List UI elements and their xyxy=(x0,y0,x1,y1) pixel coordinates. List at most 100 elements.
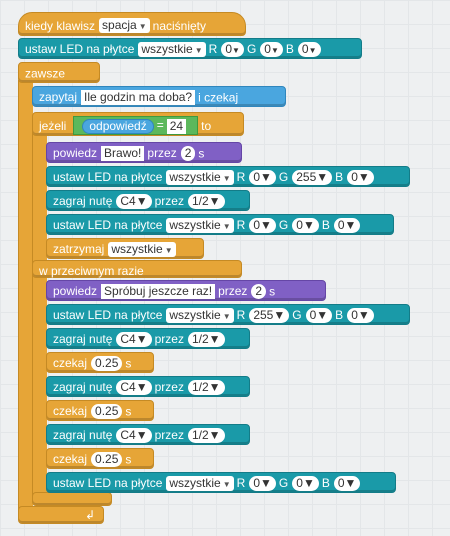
r-label: R xyxy=(236,476,246,491)
g-label: G xyxy=(278,218,289,233)
wait-block-3[interactable]: czekaj 0.25 s xyxy=(46,448,154,469)
b-input[interactable]: 0▼ xyxy=(347,308,374,324)
b-input[interactable]: 0▼ xyxy=(333,218,361,234)
note-input[interactable]: C4▼ xyxy=(116,332,152,348)
else-label-block: w przeciwnym razie xyxy=(32,260,242,278)
say-secs-input[interactable]: 2 xyxy=(180,146,196,162)
g-label: G xyxy=(278,170,289,185)
compare-value-input[interactable]: 24 xyxy=(166,118,187,134)
loop-arrow-icon: ↲ xyxy=(85,508,96,522)
triangle-down-icon: ▼ xyxy=(135,380,148,395)
wait-block-1[interactable]: czekaj 0.25 s xyxy=(46,352,154,373)
note-label: zagraj nutę xyxy=(53,428,113,443)
r-value: 0 xyxy=(253,170,261,185)
say-for-secs-block-1[interactable]: powiedz Brawo! przez 2 s xyxy=(46,142,242,163)
triangle-down-icon: ▼ xyxy=(135,428,148,443)
b-input[interactable]: 0▼ xyxy=(333,476,361,492)
say-text-input[interactable]: Brawo! xyxy=(101,146,145,162)
note-input[interactable]: C4▼ xyxy=(116,380,152,396)
question-input[interactable]: Ile godzin ma doba? xyxy=(81,90,196,106)
led-target-dropdown[interactable]: wszystkie ▼ xyxy=(166,170,234,186)
triangle-down-icon: ▼ xyxy=(273,308,286,323)
set-led-block-top[interactable]: ustaw LED na płytce wszystkie ▼ R 0▼ G 0▼ B 0▼ xyxy=(18,38,362,59)
r-input[interactable]: 0▼ xyxy=(249,218,276,234)
answer-reporter[interactable]: odpowiedź xyxy=(82,118,154,134)
r-input[interactable]: 255▼ xyxy=(249,308,290,324)
say-secs-input[interactable]: 2 xyxy=(251,284,267,300)
play-note-block-4[interactable]: zagraj nutę C4▼ przez 1/2▼ xyxy=(46,424,250,445)
g-label: G xyxy=(246,42,257,57)
say-label: powiedz xyxy=(53,284,98,299)
when-key-pressed-block[interactable]: kiedy klawisz spacja ▼ naciśnięty xyxy=(18,12,246,36)
if-then-label: to xyxy=(201,118,212,133)
led-target-dropdown[interactable]: wszystkie ▼ xyxy=(166,218,234,234)
g-input[interactable]: 0▼ xyxy=(260,42,283,58)
b-value: 0 xyxy=(301,42,309,57)
say-text-input[interactable]: Spróbuj jeszcze raz! xyxy=(101,284,216,300)
wait-block-2[interactable]: czekaj 0.25 s xyxy=(46,400,154,421)
led-target-dropdown[interactable]: wszystkie ▼ xyxy=(138,42,206,58)
equals-sign: = xyxy=(156,118,164,133)
stop-block[interactable]: zatrzymaj wszystkie ▼ xyxy=(46,238,204,259)
wait-label: czekaj xyxy=(53,452,88,467)
note-for-label: przez xyxy=(154,332,184,347)
set-led-block-3[interactable]: ustaw LED na płytce wszystkie ▼ R 255▼ G 0▼ B 0▼ xyxy=(46,304,410,325)
wait-input[interactable]: 0.25 xyxy=(91,356,123,372)
play-note-block-3[interactable]: zagraj nutę C4▼ przez 1/2▼ xyxy=(46,376,250,397)
equals-operator[interactable]: odpowiedź = 24 xyxy=(73,116,199,136)
set-led-block-4[interactable]: ustaw LED na płytce wszystkie ▼ R 0▼ G 0▼ B 0▼ xyxy=(46,472,396,493)
b-label: B xyxy=(335,308,344,323)
note-length-input[interactable]: 1/2▼ xyxy=(187,428,225,444)
stop-target-dropdown[interactable]: wszystkie ▼ xyxy=(108,242,176,258)
if-label: jeżeli xyxy=(39,118,67,133)
note-for-label: przez xyxy=(154,194,184,209)
note-value: C4 xyxy=(120,380,136,395)
b-input[interactable]: 0▼ xyxy=(347,170,374,186)
say-for-secs-block-2[interactable]: powiedz Spróbuj jeszcze raz! przez 2 s xyxy=(46,280,326,301)
led-label: ustaw LED na płytce xyxy=(25,42,135,57)
play-note-block-2[interactable]: zagraj nutę C4▼ przez 1/2▼ xyxy=(46,328,250,349)
wait-input[interactable]: 0.25 xyxy=(91,452,123,468)
triangle-down-icon: ▼ xyxy=(208,428,221,443)
forever-block[interactable]: zawsze xyxy=(18,62,100,83)
b-label: B xyxy=(321,218,330,233)
g-input[interactable]: 0▼ xyxy=(292,476,319,492)
forever-block-bottom[interactable]: ↲ xyxy=(18,506,104,524)
b-value: 0 xyxy=(337,218,345,233)
triangle-down-icon: ▼ xyxy=(270,46,279,56)
led-target-value: wszystkie xyxy=(169,170,221,185)
note-length-input[interactable]: 1/2▼ xyxy=(187,380,225,396)
note-input[interactable]: C4▼ xyxy=(116,194,152,210)
g-input[interactable]: 0▼ xyxy=(292,218,319,234)
wait-input[interactable]: 0.25 xyxy=(91,404,123,420)
note-input[interactable]: C4▼ xyxy=(116,428,152,444)
stop-label: zatrzymaj xyxy=(53,242,105,257)
led-target-dropdown[interactable]: wszystkie ▼ xyxy=(166,476,234,492)
key-dropdown[interactable]: spacja ▼ xyxy=(99,18,150,34)
note-length-value: 1/2 xyxy=(191,194,209,209)
ask-label: zapytaj xyxy=(39,90,78,105)
set-led-block-2[interactable]: ustaw LED na płytce wszystkie ▼ R 0▼ G 0▼ B 0▼ xyxy=(46,214,394,235)
r-input[interactable]: 0▼ xyxy=(249,170,276,186)
g-input[interactable]: 255▼ xyxy=(292,170,333,186)
triangle-down-icon: ▼ xyxy=(135,332,148,347)
set-led-block-1[interactable]: ustaw LED na płytce wszystkie ▼ R 0▼ G 255▼ B 0▼ xyxy=(46,166,410,187)
r-input[interactable]: 0▼ xyxy=(221,42,244,58)
led-target-dropdown[interactable]: wszystkie ▼ xyxy=(166,308,234,324)
r-label: R xyxy=(208,42,218,57)
say-for-label: przez xyxy=(218,284,248,299)
key-value: spacja xyxy=(102,18,137,33)
b-input[interactable]: 0▼ xyxy=(297,42,321,58)
if-block-bottom[interactable] xyxy=(32,492,112,506)
note-length-input[interactable]: 1/2▼ xyxy=(187,194,225,210)
triangle-down-icon: ▼ xyxy=(222,174,231,184)
stop-target-value: wszystkie xyxy=(111,242,163,257)
g-input[interactable]: 0▼ xyxy=(305,308,333,324)
triangle-down-icon: ▼ xyxy=(138,22,147,32)
led-target-value: wszystkie xyxy=(169,218,221,233)
r-input[interactable]: 0▼ xyxy=(249,476,276,492)
if-else-block[interactable]: jeżeli odpowiedź = 24 to xyxy=(32,112,244,136)
note-length-input[interactable]: 1/2▼ xyxy=(187,332,225,348)
ask-and-wait-block[interactable]: zapytaj Ile godzin ma doba? i czekaj xyxy=(32,86,286,107)
play-note-block-1[interactable]: zagraj nutę C4▼ przez 1/2▼ xyxy=(46,190,250,211)
